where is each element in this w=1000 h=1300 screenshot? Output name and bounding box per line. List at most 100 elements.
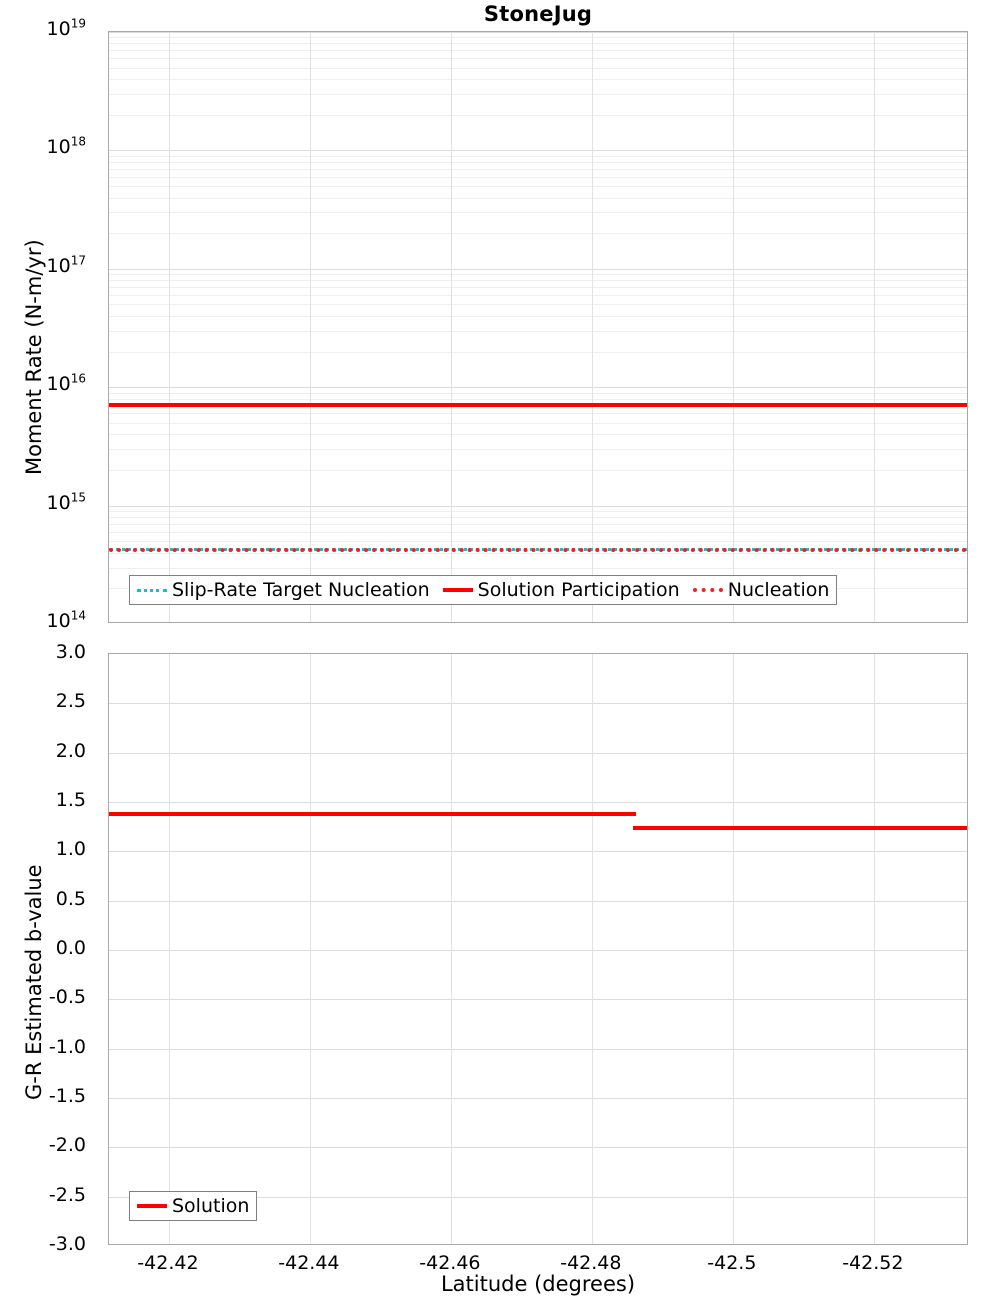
- gridline-minor-y: [109, 552, 967, 554]
- gridline-major-y: [109, 268, 967, 270]
- moment-rate-legend-entry[interactable]: Solution Participation: [442, 579, 680, 601]
- xtick-label-latitude: -42.52: [842, 1252, 904, 1274]
- gridline-minor-y: [109, 392, 967, 394]
- gridline-minor-y: [109, 449, 967, 451]
- legend-line-swatch-icon: [442, 588, 473, 592]
- ytick-label-b-value: 0.5: [55, 887, 86, 910]
- gridline-minor-y: [109, 469, 967, 471]
- gridline-major-x: [732, 32, 734, 622]
- ytick-label-b-value: 2.5: [55, 690, 86, 713]
- gridline-major-y: [109, 703, 967, 705]
- gridline-major-y: [109, 802, 967, 803]
- ytick-label-b-value: -2.5: [48, 1183, 86, 1206]
- gridline-minor-y: [109, 43, 967, 45]
- gridline-minor-y: [109, 155, 967, 157]
- b-value-legend: Solution: [129, 1191, 258, 1221]
- ytick-label-b-value: -1.5: [48, 1085, 86, 1107]
- ytick-label-moment-rate: 1017: [46, 253, 86, 277]
- gridline-minor-y: [109, 176, 967, 178]
- gridline-major-x: [873, 32, 875, 622]
- moment-rate-legend-label: Solution Participation: [477, 579, 680, 601]
- gridline-major-y: [109, 999, 967, 1001]
- moment-rate-ytick-labels: 1019 1018 1017 1016 1015 1014: [0, 0, 98, 1300]
- gridline-minor-y: [109, 212, 967, 214]
- figure-title: StoneJug: [483, 2, 593, 26]
- gridline-minor-y: [109, 523, 967, 525]
- gridline-minor-y: [109, 79, 967, 81]
- xtick-label-latitude: -42.42: [137, 1252, 199, 1274]
- legend-line-swatch-icon: [137, 588, 167, 592]
- gridline-minor-y: [109, 50, 967, 52]
- gridline-major-x: [732, 654, 734, 1244]
- legend-line-swatch-icon: [137, 1204, 167, 1208]
- moment-rate-legend-label: Slip-Rate Target Nucleation: [172, 579, 430, 601]
- moment-rate-legend-entry[interactable]: Slip-Rate Target Nucleation: [137, 579, 430, 601]
- series-nucleation: [109, 547, 967, 552]
- ytick-label-b-value: 3.0: [55, 641, 86, 663]
- gridline-minor-y: [109, 168, 967, 170]
- ytick-label-b-value: -3.0: [48, 1233, 86, 1255]
- gridline-major-y: [109, 150, 967, 152]
- xtick-label-latitude: -42.44: [278, 1252, 340, 1274]
- ytick-label-moment-rate: 1015: [46, 490, 86, 514]
- gridline-major-x: [591, 654, 593, 1244]
- ytick-label-b-value: 2.0: [55, 739, 86, 762]
- b-value-gridlines: [109, 654, 967, 1244]
- gridline-minor-y: [109, 67, 967, 69]
- ytick-label-b-value: 0.0: [55, 937, 86, 959]
- gridline-minor-y: [109, 531, 967, 533]
- series-solution-segment-1: [109, 811, 636, 816]
- gridline-major-y: [109, 505, 967, 507]
- series-solution-segment-2: [632, 825, 967, 830]
- gridline-minor-y: [109, 434, 967, 436]
- gridline-major-x: [450, 654, 452, 1244]
- ytick-label-moment-rate: 1019: [46, 16, 86, 40]
- gridline-major-y: [109, 752, 967, 754]
- moment-rate-gridlines: [109, 32, 967, 622]
- gridline-minor-y: [109, 287, 967, 289]
- gridline-minor-y: [109, 186, 967, 188]
- b-value-legend-label: Solution: [172, 1195, 250, 1217]
- b-value-legend-entry[interactable]: Solution: [137, 1195, 249, 1217]
- gridline-minor-y: [109, 114, 967, 116]
- xtick-label-latitude: -42.48: [560, 1252, 622, 1274]
- gridline-minor-y: [109, 304, 967, 306]
- gridline-minor-y: [109, 398, 967, 400]
- gridline-minor-y: [109, 197, 967, 199]
- gridline-minor-y: [109, 541, 967, 543]
- gridline-minor-y: [109, 37, 967, 39]
- gridline-major-x: [450, 32, 452, 622]
- xtick-label-latitude: -42.46: [419, 1252, 481, 1274]
- gridline-minor-y: [109, 315, 967, 317]
- gridline-minor-y: [109, 422, 967, 424]
- moment-rate-legend: Slip-Rate Target Nucleation Solution Part…: [129, 575, 838, 605]
- gridline-minor-y: [109, 567, 967, 569]
- gridline-minor-y: [109, 58, 967, 60]
- legend-line-swatch-icon: [692, 588, 723, 592]
- gridline-minor-y: [109, 517, 967, 519]
- b-value-ytick-labels: 3.0 2.5 2.0 1.5 1.0 0.5 0.0 -0.5 -1.0 -1.5 -2.0 -2.…: [0, 0, 98, 1300]
- moment-rate-data: [109, 32, 967, 622]
- gridline-major-y: [109, 1048, 967, 1050]
- gridline-major-y: [109, 1147, 967, 1149]
- gridline-major-y: [109, 1196, 967, 1198]
- b-value-data: [109, 654, 967, 1244]
- gridline-minor-y: [109, 233, 967, 235]
- gridline-minor-y: [109, 295, 967, 297]
- gridline-minor-y: [109, 351, 967, 353]
- ytick-label-b-value: -1.0: [48, 1035, 86, 1058]
- xtick-label-latitude: -42.5: [707, 1252, 757, 1274]
- gridline-minor-y: [109, 161, 967, 163]
- ytick-label-b-value: -0.5: [48, 986, 86, 1009]
- gridline-minor-y: [109, 511, 967, 513]
- gridline-major-x: [873, 654, 875, 1244]
- ytick-label-b-value: 1.5: [55, 789, 86, 811]
- moment-rate-legend-entry[interactable]: Nucleation: [692, 579, 829, 601]
- gridline-major-x: [168, 654, 170, 1244]
- gridline-minor-y: [109, 280, 967, 282]
- gridline-major-x: [168, 32, 170, 622]
- gridline-major-y: [109, 851, 967, 853]
- moment-rate-axes: [108, 31, 968, 623]
- gridline-minor-y: [109, 413, 967, 415]
